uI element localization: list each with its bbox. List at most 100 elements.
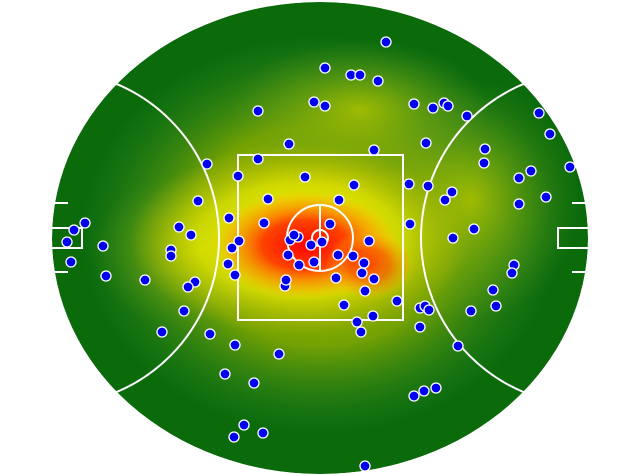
event-dot (173, 221, 185, 233)
event-dot (540, 191, 552, 203)
event-dot (525, 165, 537, 177)
event-dot (404, 218, 416, 230)
event-dot (487, 284, 499, 296)
event-dot (219, 368, 231, 380)
event-dot (380, 36, 392, 48)
event-dot (391, 295, 403, 307)
event-dot (280, 274, 292, 286)
event-dot (442, 100, 454, 112)
event-dot (408, 390, 420, 402)
event-dot (356, 267, 368, 279)
event-dot (439, 194, 451, 206)
event-dot (258, 217, 270, 229)
event-dot (368, 144, 380, 156)
event-dot (79, 217, 91, 229)
event-dot (222, 258, 234, 270)
event-dot (257, 427, 269, 439)
event-dot (288, 229, 300, 241)
event-dot (229, 269, 241, 281)
event-dot (232, 170, 244, 182)
event-dot (468, 223, 480, 235)
event-dots (61, 36, 576, 472)
event-dot (248, 377, 260, 389)
event-dot (226, 242, 238, 254)
event-dot (319, 100, 331, 112)
event-dot (479, 143, 491, 155)
event-dot (330, 272, 342, 284)
event-dot (359, 285, 371, 297)
event-dot (478, 157, 490, 169)
event-dot (513, 198, 525, 210)
event-dot (308, 96, 320, 108)
event-dot (408, 98, 420, 110)
event-dot (238, 419, 250, 431)
event-dot (165, 250, 177, 262)
event-dot (192, 195, 204, 207)
event-dot (338, 299, 350, 311)
event-dot (461, 110, 473, 122)
event-dot (308, 256, 320, 268)
event-dot (316, 236, 328, 248)
event-dot (252, 153, 264, 165)
event-dot (273, 348, 285, 360)
event-dot (446, 186, 458, 198)
event-dot (204, 328, 216, 340)
event-dot (333, 194, 345, 206)
event-dot (490, 300, 502, 312)
event-dot (533, 107, 545, 119)
event-dot (319, 62, 331, 74)
event-dot (359, 460, 371, 472)
event-dot (564, 161, 576, 173)
event-dot (348, 179, 360, 191)
event-dot (363, 235, 375, 247)
event-dot (423, 304, 435, 316)
event-dot (293, 259, 305, 271)
event-dot (283, 138, 295, 150)
event-dot (223, 212, 235, 224)
event-dot (447, 232, 459, 244)
event-dot (139, 274, 151, 286)
event-dot (324, 218, 336, 230)
event-dot (372, 75, 384, 87)
event-dot (347, 250, 359, 262)
event-dot (201, 158, 213, 170)
event-dot (252, 105, 264, 117)
event-dot (465, 305, 477, 317)
event-dot (403, 178, 415, 190)
event-dot (427, 102, 439, 114)
event-dot (305, 239, 317, 251)
event-dot (97, 240, 109, 252)
heat-layer (52, 2, 588, 474)
event-dot (100, 270, 112, 282)
event-dot (182, 281, 194, 293)
event-dot (68, 224, 80, 236)
event-dot (65, 256, 77, 268)
event-dot (299, 171, 311, 183)
event-dot (351, 316, 363, 328)
right-50m-arc (420, 70, 588, 406)
event-dot (422, 180, 434, 192)
event-dot (418, 385, 430, 397)
event-dot (355, 326, 367, 338)
event-dot (282, 249, 294, 261)
event-dot (367, 310, 379, 322)
event-dot (229, 339, 241, 351)
event-dot (420, 137, 432, 149)
event-dot (178, 305, 190, 317)
event-dot (156, 326, 168, 338)
event-dot (354, 69, 366, 81)
event-dot (414, 321, 426, 333)
event-dot (185, 229, 197, 241)
event-dot (368, 273, 380, 285)
event-dot (544, 128, 556, 140)
event-dot (332, 249, 344, 261)
event-dot (506, 267, 518, 279)
event-dot (262, 193, 274, 205)
event-dot (430, 382, 442, 394)
event-dot (513, 172, 525, 184)
event-dot (452, 340, 464, 352)
event-dot (233, 235, 245, 247)
left-50m-arc (52, 70, 220, 406)
event-dot (358, 257, 370, 269)
